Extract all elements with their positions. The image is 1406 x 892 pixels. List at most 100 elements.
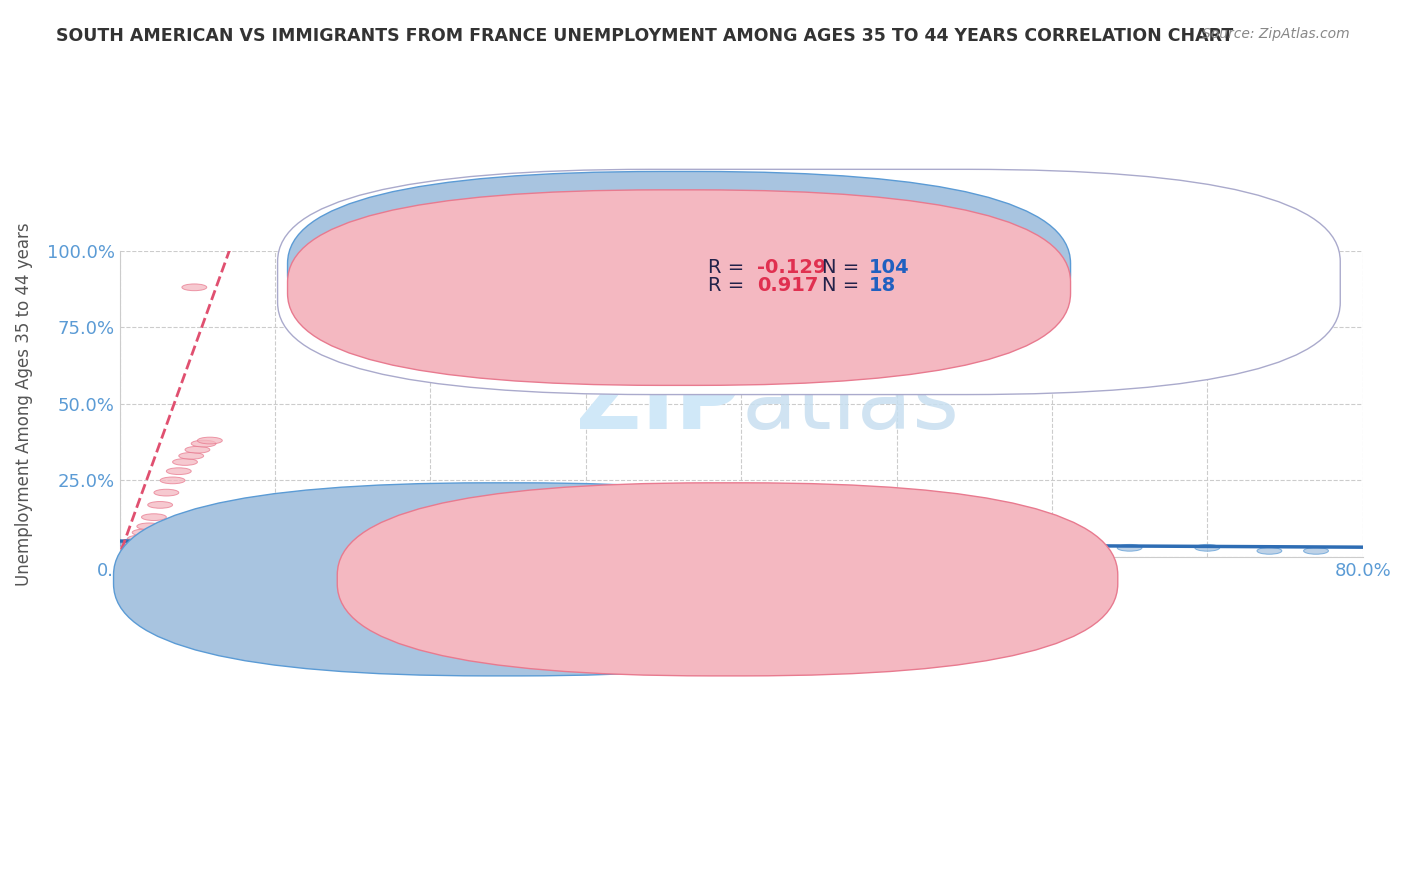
Ellipse shape bbox=[371, 535, 396, 542]
Ellipse shape bbox=[1303, 548, 1329, 554]
Ellipse shape bbox=[166, 538, 191, 545]
Ellipse shape bbox=[217, 541, 240, 548]
Ellipse shape bbox=[247, 541, 271, 548]
Ellipse shape bbox=[146, 535, 172, 542]
Ellipse shape bbox=[117, 548, 142, 554]
Ellipse shape bbox=[201, 535, 225, 542]
Text: SOUTH AMERICAN VS IMMIGRANTS FROM FRANCE UNEMPLOYMENT AMONG AGES 35 TO 44 YEARS : SOUTH AMERICAN VS IMMIGRANTS FROM FRANCE… bbox=[56, 27, 1233, 45]
Ellipse shape bbox=[191, 441, 217, 447]
Ellipse shape bbox=[247, 529, 271, 536]
Ellipse shape bbox=[127, 544, 150, 551]
Text: 104: 104 bbox=[869, 258, 910, 277]
Ellipse shape bbox=[186, 446, 209, 453]
Ellipse shape bbox=[157, 544, 181, 551]
Ellipse shape bbox=[1118, 544, 1142, 551]
Ellipse shape bbox=[159, 538, 183, 545]
Ellipse shape bbox=[191, 541, 217, 548]
Ellipse shape bbox=[149, 544, 174, 551]
Ellipse shape bbox=[165, 544, 190, 551]
Ellipse shape bbox=[232, 541, 256, 548]
Ellipse shape bbox=[186, 526, 209, 533]
Ellipse shape bbox=[156, 541, 180, 548]
Ellipse shape bbox=[170, 544, 194, 551]
Ellipse shape bbox=[138, 544, 163, 551]
Ellipse shape bbox=[136, 541, 162, 548]
Ellipse shape bbox=[153, 489, 179, 496]
Ellipse shape bbox=[278, 538, 304, 545]
Ellipse shape bbox=[884, 541, 908, 548]
Ellipse shape bbox=[138, 533, 163, 539]
Ellipse shape bbox=[201, 529, 225, 536]
Ellipse shape bbox=[131, 544, 156, 551]
Text: 18: 18 bbox=[869, 277, 897, 295]
Text: R =: R = bbox=[707, 277, 751, 295]
Ellipse shape bbox=[135, 548, 160, 554]
Ellipse shape bbox=[121, 544, 146, 551]
Ellipse shape bbox=[239, 538, 264, 545]
Text: N =: N = bbox=[823, 258, 866, 277]
Ellipse shape bbox=[153, 533, 179, 539]
Ellipse shape bbox=[263, 541, 288, 548]
Ellipse shape bbox=[181, 284, 207, 291]
Ellipse shape bbox=[224, 535, 249, 542]
Ellipse shape bbox=[143, 538, 167, 545]
Ellipse shape bbox=[1257, 548, 1282, 554]
Ellipse shape bbox=[142, 544, 166, 551]
Ellipse shape bbox=[179, 541, 204, 548]
Ellipse shape bbox=[134, 544, 159, 551]
Ellipse shape bbox=[181, 538, 207, 545]
Ellipse shape bbox=[141, 541, 165, 548]
Ellipse shape bbox=[418, 535, 443, 542]
Ellipse shape bbox=[204, 538, 229, 545]
Ellipse shape bbox=[188, 538, 212, 545]
Ellipse shape bbox=[128, 535, 152, 542]
Ellipse shape bbox=[160, 541, 186, 548]
Ellipse shape bbox=[166, 467, 191, 475]
Ellipse shape bbox=[173, 541, 197, 548]
Ellipse shape bbox=[224, 541, 249, 548]
Ellipse shape bbox=[807, 538, 831, 545]
Ellipse shape bbox=[962, 538, 987, 545]
Ellipse shape bbox=[162, 544, 187, 551]
FancyBboxPatch shape bbox=[288, 190, 1070, 385]
Ellipse shape bbox=[160, 477, 186, 483]
Ellipse shape bbox=[114, 549, 138, 556]
Ellipse shape bbox=[186, 541, 209, 548]
FancyBboxPatch shape bbox=[337, 483, 1118, 676]
Ellipse shape bbox=[219, 538, 245, 545]
Ellipse shape bbox=[142, 514, 166, 521]
Ellipse shape bbox=[294, 538, 319, 545]
Ellipse shape bbox=[152, 541, 177, 548]
Ellipse shape bbox=[129, 548, 153, 554]
Ellipse shape bbox=[120, 541, 145, 548]
Ellipse shape bbox=[115, 544, 141, 551]
Ellipse shape bbox=[208, 533, 233, 539]
Ellipse shape bbox=[138, 538, 163, 545]
Text: 0.917: 0.917 bbox=[758, 277, 818, 295]
Ellipse shape bbox=[163, 541, 188, 548]
Text: ZIP: ZIP bbox=[576, 359, 741, 448]
Ellipse shape bbox=[148, 501, 173, 508]
Ellipse shape bbox=[212, 538, 238, 545]
Text: -0.129: -0.129 bbox=[758, 258, 827, 277]
Ellipse shape bbox=[136, 523, 162, 530]
Ellipse shape bbox=[150, 538, 176, 545]
Ellipse shape bbox=[201, 541, 225, 548]
Ellipse shape bbox=[177, 535, 202, 542]
Ellipse shape bbox=[146, 544, 172, 551]
Ellipse shape bbox=[325, 538, 350, 545]
Ellipse shape bbox=[132, 529, 157, 536]
Ellipse shape bbox=[543, 538, 567, 545]
Ellipse shape bbox=[122, 538, 148, 545]
FancyBboxPatch shape bbox=[114, 483, 894, 676]
Ellipse shape bbox=[574, 538, 599, 545]
Ellipse shape bbox=[148, 541, 173, 548]
Ellipse shape bbox=[1195, 544, 1219, 551]
Ellipse shape bbox=[128, 541, 152, 548]
Ellipse shape bbox=[197, 437, 222, 444]
Ellipse shape bbox=[131, 538, 156, 545]
Ellipse shape bbox=[232, 533, 256, 539]
Ellipse shape bbox=[173, 458, 197, 466]
Ellipse shape bbox=[120, 544, 145, 551]
Text: atlas: atlas bbox=[741, 359, 959, 448]
